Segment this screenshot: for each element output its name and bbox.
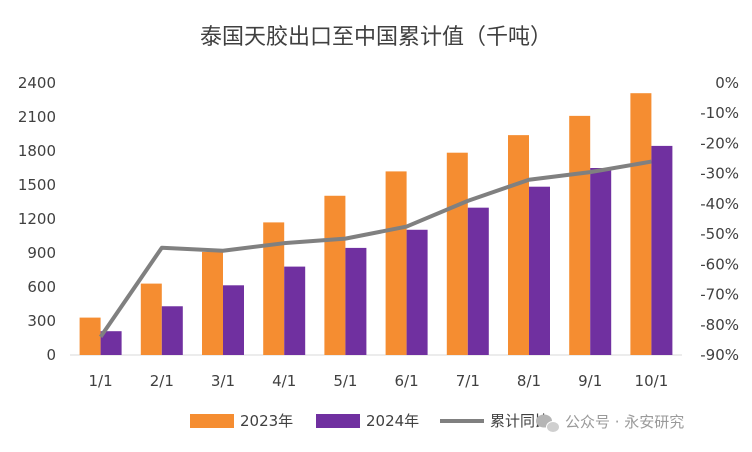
y-right-tick-label: -60% <box>700 255 739 273</box>
x-tick-label: 10/1 <box>635 372 669 390</box>
bar-2024年 <box>345 247 367 355</box>
y-left-tick-label: 0 <box>46 346 56 364</box>
y-right-tick-label: -30% <box>700 165 739 183</box>
bar-2024年 <box>406 229 428 355</box>
bar-2023年 <box>324 195 346 355</box>
y-left-tick-label: 300 <box>27 312 56 330</box>
bar-2023年 <box>569 115 591 355</box>
y-right-tick-label: -50% <box>700 225 739 243</box>
bar-2024年 <box>223 285 244 355</box>
y-right-tick-label: 0% <box>715 74 739 92</box>
legend-swatch-2024 <box>316 414 360 428</box>
y-right-tick-label: -90% <box>700 346 739 364</box>
y-right-tick-label: -70% <box>700 286 739 304</box>
bar-2023年 <box>140 283 162 355</box>
watermark: 公众号 · 永安研究 <box>536 413 684 433</box>
x-tick-label: 7/1 <box>456 372 480 390</box>
chart-axes: 0 300 600 900 1200 1500 1800 2100 2400 -90% -80% -7… <box>18 74 739 390</box>
bar-2023年 <box>630 93 652 355</box>
bar-2024年 <box>284 266 306 355</box>
x-tick-label: 1/1 <box>89 372 113 390</box>
y-left-tick-label: 1500 <box>18 176 56 194</box>
chart-bars <box>79 93 673 355</box>
bar-2024年 <box>161 306 183 355</box>
legend-label-2023: 2023年 <box>240 412 293 430</box>
y-left-tick-label: 1800 <box>18 142 56 160</box>
chart-line <box>98 159 652 338</box>
x-tick-label: 6/1 <box>395 372 419 390</box>
bar-2023年 <box>385 171 407 355</box>
x-tick-label: 2/1 <box>150 372 174 390</box>
y-right-tick-label: -40% <box>700 195 739 213</box>
bar-2024年 <box>529 186 550 355</box>
y-left-tick-label: 600 <box>27 278 56 296</box>
bar-2023年 <box>202 251 223 355</box>
legend-swatch-2023 <box>190 414 234 428</box>
wechat-icon <box>536 414 560 433</box>
chart-legend: 2023年 2024年 累计同比 <box>190 412 550 430</box>
chart-title: 泰国天胶出口至中国累计值（千吨） <box>200 25 552 50</box>
x-tick-label: 8/1 <box>517 372 541 390</box>
y-right-tick-label: -10% <box>700 104 739 122</box>
line-series-path <box>98 159 652 338</box>
x-tick-label: 3/1 <box>211 372 235 390</box>
y-left-tick-label: 2400 <box>18 74 56 92</box>
bar-2023年 <box>446 152 468 355</box>
y-left-tick-label: 2100 <box>18 108 56 126</box>
bar-2023年 <box>263 222 285 355</box>
bar-2024年 <box>100 331 122 355</box>
bar-2023年 <box>79 317 101 355</box>
bar-2024年 <box>467 207 489 355</box>
y-left-tick-label: 900 <box>27 244 56 262</box>
y-right-tick-label: -20% <box>700 134 739 152</box>
bar-2024年 <box>651 145 673 355</box>
y-right-tick-label: -80% <box>700 316 739 334</box>
legend-label-2024: 2024年 <box>366 412 419 430</box>
watermark-text: 公众号 · 永安研究 <box>565 413 684 431</box>
bar-2023年 <box>508 135 529 355</box>
x-tick-label: 9/1 <box>578 372 602 390</box>
bar-2024年 <box>590 168 612 355</box>
x-tick-label: 5/1 <box>333 372 357 390</box>
x-tick-label: 4/1 <box>272 372 296 390</box>
y-left-tick-label: 1200 <box>18 210 56 228</box>
legend-label-yoy: 累计同比 <box>490 412 550 430</box>
